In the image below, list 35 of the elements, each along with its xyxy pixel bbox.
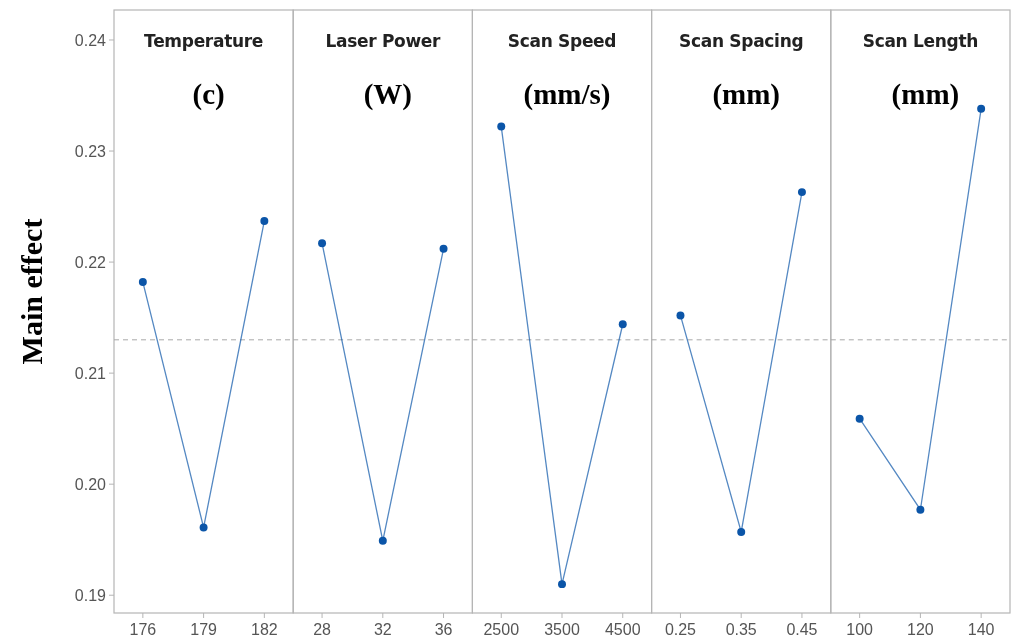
y-axis-title: Main effect [15,218,48,365]
text: (mm) [891,78,960,111]
point [199,523,208,532]
x-tick-label: 28 [313,621,332,638]
y-tick-label: 0.23 [74,142,107,160]
x-tick-label: 32 [373,621,392,638]
x-tick-label: 36 [434,621,453,638]
text: Scan Length [862,31,979,51]
x-tick-label: 100 [846,621,874,638]
x-tick-label: 120 [907,621,934,638]
y-tick-label: 0.19 [74,586,107,604]
y-tick-label: 0.22 [74,253,107,271]
y-tick-label: 0.20 [74,475,107,493]
x-tick-label: 182 [250,621,278,638]
point [138,278,147,287]
y-tick-label: 0.21 [74,364,107,382]
x-tick-label: 176 [129,621,157,638]
text: Scan Spacing [679,31,804,51]
text: Temperature [144,31,264,51]
text: (mm/s) [523,78,611,111]
x-tick-label: 140 [967,621,995,638]
x-tick-label: 4500 [604,621,641,638]
text: Laser Power [325,31,442,51]
x-tick-label: 0.35 [725,621,757,638]
text: (mm) [712,78,781,111]
text: (W) [363,78,412,111]
x-tick-label: 0.25 [664,621,697,638]
x-tick-label: 2500 [483,621,520,638]
text: (c) [192,78,225,111]
y-tick-label: 0.24 [74,31,107,49]
text: Scan Speed [507,31,617,51]
x-tick-label: 0.45 [786,621,818,638]
point [260,217,269,225]
x-tick-label: 179 [190,621,218,638]
x-tick-label: 3500 [544,621,580,638]
